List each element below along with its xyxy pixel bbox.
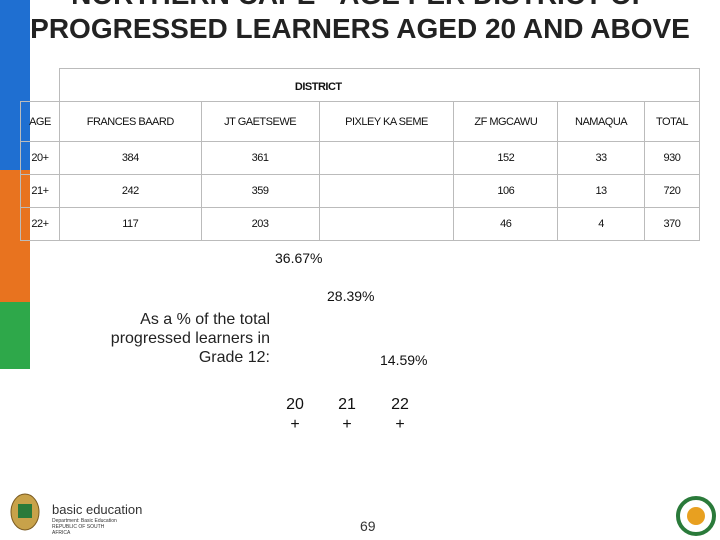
table-cell: 20+ (20, 141, 60, 175)
table-cell (318, 207, 455, 241)
blank-cell (21, 69, 60, 102)
group-header: DISTRICT (58, 68, 701, 102)
chart-label: As a % of the total progressed learners … (110, 311, 270, 366)
table-row: 22+ 117 203 46 4 370 (20, 207, 701, 241)
table-row: 20+ 384 361 152 33 930 (20, 141, 701, 175)
table-cell: 361 (200, 141, 320, 175)
table-cell: 4 (557, 207, 645, 241)
table-cell: 13 (557, 174, 645, 208)
value-label: 28.39% (327, 288, 375, 305)
category-label: 22 + (391, 396, 409, 433)
chart: 36.67% 20 + 28.39% 21 + 14.59% 22 + (0, 0, 428, 433)
table-cell: 359 (200, 174, 320, 208)
category-label: 21 + (338, 396, 356, 433)
table-row: 21+ 242 359 106 13 720 (20, 174, 701, 208)
emblem (676, 496, 716, 536)
table-cell: 21+ (20, 174, 60, 208)
table-cell: 384 (58, 141, 202, 175)
column-header: TOTAL (643, 101, 701, 142)
logo-title: basic education (52, 502, 143, 517)
table-cell: 930 (643, 141, 701, 175)
category-label: 20 + (286, 396, 304, 433)
page-number: 69 (360, 518, 376, 534)
table-cell: 117 (58, 207, 202, 241)
logo-sub: Department: Basic Education REPUBLIC OF … (52, 518, 117, 536)
slide-title: NORTHERN CAPE - AGE PER DISTRICT OF PROG… (30, 0, 690, 44)
table-cell: 242 (58, 174, 202, 208)
district-table: DISTRICT AGE FRANCES BAARD JT GAETSEWE PIXL… (20, 68, 701, 241)
column-header: FRANCES BAARD (58, 101, 202, 142)
column-header: AGE (20, 101, 60, 142)
value-label: 36.67% (275, 249, 323, 266)
table-cell: 33 (557, 141, 645, 175)
bar (0, 301, 30, 370)
table-cell: 22+ (20, 207, 60, 241)
value-label: 14.59% (380, 352, 428, 369)
column-header: NAMAQUA (557, 101, 645, 142)
table-cell: 46 (453, 207, 559, 241)
column-header: JT GAETSEWE (200, 101, 320, 142)
table-cell: 106 (453, 174, 559, 208)
table-cell: 370 (643, 207, 701, 241)
table-cell (318, 141, 455, 175)
table-cell: 720 (643, 174, 701, 208)
column-header: PIXLEY KA SEME (318, 101, 455, 142)
coat-of-arms (10, 493, 40, 531)
table-cell: 152 (453, 141, 559, 175)
column-header: ZF MGCAWU (453, 101, 559, 142)
header-row: AGE FRANCES BAARD JT GAETSEWE PIXLEY KA SEM… (20, 101, 701, 142)
table-cell: 203 (200, 207, 320, 241)
table-cell (318, 174, 455, 208)
